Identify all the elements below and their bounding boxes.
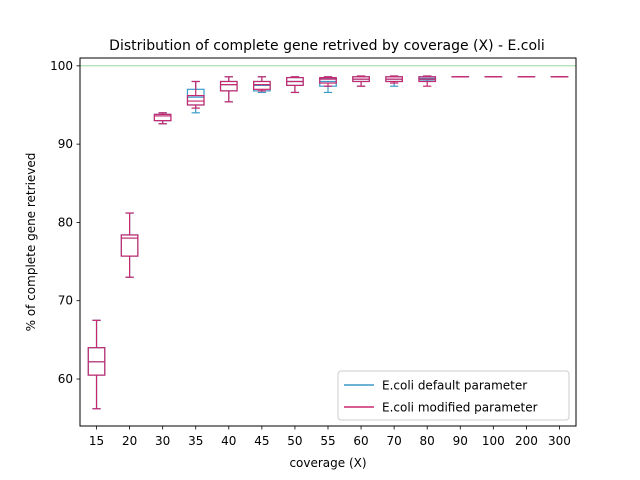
box-iqr — [219, 80, 238, 92]
x-tick-label: 40 — [221, 434, 236, 448]
x-tick-label: 30 — [155, 434, 170, 448]
x-tick-label: 15 — [89, 434, 104, 448]
box-70 — [385, 75, 404, 84]
x-tick-label: 55 — [320, 434, 335, 448]
chart-title: Distribution of complete gene retrived b… — [109, 38, 545, 54]
legend-frame — [337, 370, 570, 421]
box-iqr — [253, 80, 271, 90]
x-tick-label: 20 — [122, 434, 137, 448]
y-tick-label: 100 — [50, 59, 73, 73]
box-40 — [219, 76, 238, 103]
box-iqr — [153, 113, 172, 122]
x-tick-label: 300 — [548, 434, 571, 448]
x-tick-label: 45 — [254, 434, 269, 448]
box-iqr — [186, 94, 205, 106]
y-tick-label: 90 — [58, 137, 73, 151]
box-iqr — [120, 234, 139, 257]
plot-area — [80, 65, 576, 410]
legend-label-modified: E.coli modified parameter — [382, 401, 538, 415]
y-tick-label: 70 — [58, 294, 73, 308]
box-30 — [153, 112, 172, 125]
box-15 — [87, 319, 106, 410]
x-tick-label: 60 — [353, 434, 368, 448]
box-80 — [418, 75, 437, 87]
x-tick-label: 70 — [386, 434, 401, 448]
axes: 60 70 80 90 100 15 20 30 35 40 45 50 55 60 70 80 90 100 20… — [50, 59, 571, 448]
legend: E.coli default parameter E.coli modified… — [337, 370, 570, 421]
box-60 — [352, 75, 370, 87]
legend-label-default: E.coli default parameter — [382, 379, 527, 393]
box-50 — [286, 76, 304, 94]
box-20 — [120, 212, 139, 278]
box-iqr — [319, 76, 337, 84]
x-tick-label: 100 — [482, 434, 505, 448]
y-tick-label: 80 — [58, 215, 73, 229]
x-tick-label: 50 — [287, 434, 302, 448]
x-tick-label: 35 — [188, 434, 203, 448]
x-tick-label: 90 — [453, 434, 468, 448]
x-tick-label: 200 — [515, 434, 538, 448]
y-tick-label: 60 — [58, 372, 73, 386]
box-55 — [319, 76, 337, 87]
box-35 — [186, 80, 205, 109]
x-axis-label: coverage (X) — [289, 456, 366, 470]
box-45 — [253, 76, 271, 92]
y-axis-label: % of complete gene retrieved — [24, 153, 38, 332]
x-tick-label: 80 — [420, 434, 435, 448]
series-1-boxes — [87, 75, 569, 410]
